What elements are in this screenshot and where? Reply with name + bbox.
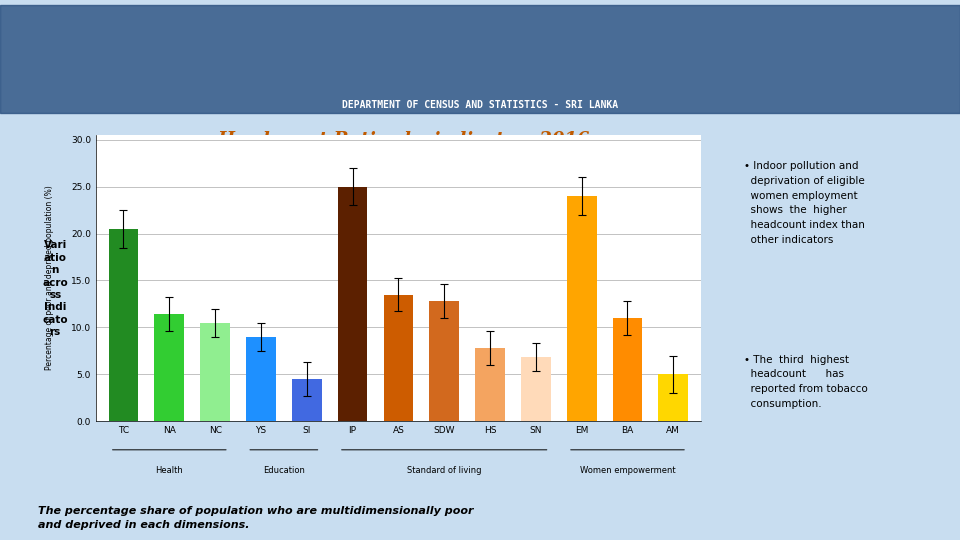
Bar (201, 323, 230, 421)
Bar (383, 294, 414, 421)
Y-axis label: Percentage of poor and deprived population (%): Percentage of poor and deprived populati… (45, 186, 54, 370)
Bar (338, 187, 368, 421)
Text: DEPARTMENT OF CENSUS AND STATISTICS - SRI LANKA: DEPARTMENT OF CENSUS AND STATISTICS - SR… (342, 99, 618, 110)
Text: Health: Health (156, 465, 183, 475)
Text: Women empowerment: Women empowerment (580, 465, 675, 475)
Bar (108, 229, 138, 421)
Text: • Indoor pollution and
  deprivation of eligible
  women employment
  shows  the: • Indoor pollution and deprivation of el… (744, 161, 865, 245)
Bar (155, 314, 184, 421)
Bar (292, 379, 322, 421)
Bar (521, 357, 551, 421)
Text: Vari
atio
n
acro
ss
Indi
cato
rs: Vari atio n acro ss Indi cato rs (42, 240, 68, 338)
Bar (246, 337, 276, 421)
Bar (429, 301, 459, 421)
Bar (566, 196, 596, 421)
Bar (612, 318, 642, 421)
Text: • The  third  highest
  headcount      has
  reported from tobacco
  consumption: • The third highest headcount has report… (744, 355, 868, 409)
Bar (475, 348, 505, 421)
Text: Education: Education (263, 465, 304, 475)
Text: Headcount Ratios by indicator -2016: Headcount Ratios by indicator -2016 (217, 131, 589, 150)
Text: Standard of living: Standard of living (407, 465, 482, 475)
Text: The percentage share of population who are multidimensionally poor
and deprived : The percentage share of population who a… (38, 507, 474, 530)
Bar (659, 374, 688, 421)
